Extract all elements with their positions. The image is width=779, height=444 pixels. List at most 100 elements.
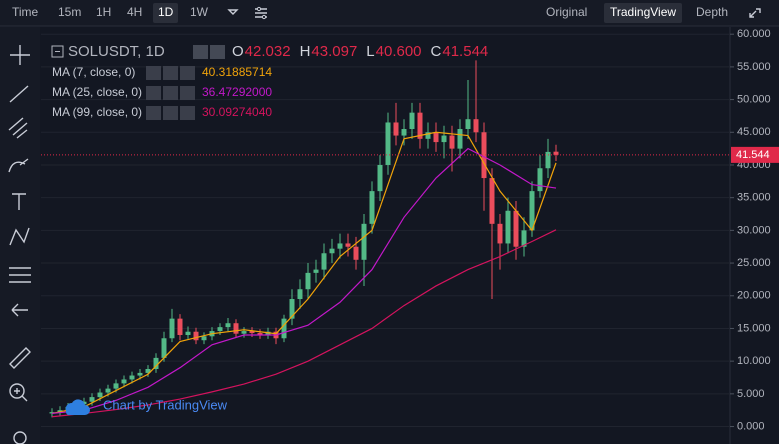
candle-body — [369, 191, 375, 224]
more-intervals[interactable] — [227, 9, 239, 15]
candle-body — [177, 318, 183, 335]
candle-body — [321, 253, 327, 270]
candle-body — [497, 223, 503, 244]
candle-body — [121, 379, 127, 384]
candle-body — [441, 135, 447, 143]
ma-value: 30.09274040 — [202, 105, 272, 119]
ma-button[interactable] — [163, 106, 178, 120]
interval-button[interactable]: 1W — [190, 5, 209, 19]
candle-body — [353, 246, 359, 260]
ma-button[interactable] — [146, 66, 161, 80]
y-tick-label: 60.000 — [737, 28, 771, 40]
candle-body — [473, 119, 479, 133]
candle-body — [89, 397, 95, 402]
prediction-tool[interactable] — [9, 267, 31, 283]
view-button[interactable]: Original — [546, 5, 587, 19]
back-tool[interactable] — [11, 303, 28, 317]
ma-name: MA (99, close, 0) — [52, 105, 142, 119]
candle-body — [513, 210, 519, 247]
ohlc-value: 40.600 — [376, 43, 422, 60]
candle-body — [449, 135, 455, 149]
interval-button[interactable]: 1H — [96, 5, 111, 19]
ma-button[interactable] — [163, 66, 178, 80]
ma-button[interactable] — [180, 86, 195, 100]
interval-button[interactable]: 4H — [127, 5, 142, 19]
candle-body — [297, 289, 303, 300]
candle-body — [105, 388, 111, 393]
last-price-label: 41.544 — [736, 149, 770, 161]
candle-body — [57, 410, 63, 413]
symbol: SOLUSDT, 1D — [68, 43, 165, 60]
view-button[interactable]: Depth — [696, 5, 728, 19]
candle-body — [113, 383, 119, 389]
candle-body — [401, 129, 407, 136]
ohlc-value: 43.097 — [311, 43, 357, 60]
brush-tool[interactable] — [8, 158, 29, 173]
symbol-buttons[interactable] — [193, 45, 225, 59]
ma-line — [51, 229, 557, 418]
candle-body — [217, 327, 223, 332]
candle-body — [137, 372, 143, 376]
candle-body — [161, 338, 167, 358]
candle-body — [153, 357, 159, 369]
candle-body — [457, 129, 463, 149]
collapse-button[interactable] — [51, 45, 64, 58]
trendline-tool[interactable] — [9, 85, 29, 103]
watermark-logo — [65, 399, 90, 415]
ma-button[interactable] — [146, 106, 161, 120]
pattern-tool[interactable] — [9, 227, 30, 246]
candle-body — [265, 331, 271, 335]
candle-body — [329, 248, 335, 254]
fullscreen-icon[interactable] — [749, 8, 761, 18]
ma-name: MA (25, close, 0) — [52, 85, 142, 99]
fib-tool[interactable] — [8, 117, 28, 139]
watermark: Chart by TradingView — [65, 397, 228, 415]
ma-value: 36.47292000 — [202, 85, 272, 99]
ma-button[interactable] — [163, 86, 178, 100]
candle-body — [465, 119, 471, 130]
ohlc-value: 42.032 — [245, 43, 291, 60]
candle-body — [481, 132, 487, 179]
candle-body — [305, 272, 311, 290]
ma-button[interactable] — [180, 66, 195, 80]
ma-button[interactable] — [180, 106, 195, 120]
ma-line — [51, 147, 557, 415]
candle-body — [193, 331, 199, 341]
candle-body — [145, 368, 151, 373]
candle-body — [201, 336, 207, 341]
drawing-tools — [8, 45, 31, 444]
active-interval-bg — [153, 3, 178, 23]
ohlc-label: L — [366, 43, 374, 60]
settings-icon[interactable] — [255, 6, 267, 20]
candle-body — [225, 323, 231, 328]
interval-button[interactable]: 15m — [58, 5, 81, 19]
candle-body — [537, 168, 543, 192]
candle-body — [433, 132, 439, 143]
ruler-tool[interactable] — [9, 347, 31, 369]
y-tick-label: 15.000 — [737, 322, 771, 334]
active-view-bg — [604, 3, 682, 23]
watermark-text: Chart by TradingView — [103, 397, 228, 412]
ma-name: MA (7, close, 0) — [52, 65, 135, 79]
ma-button[interactable] — [146, 86, 161, 100]
candle-body — [289, 299, 295, 319]
crosshair-tool[interactable] — [10, 45, 30, 65]
candle-body — [521, 230, 527, 247]
ohlc-value: 41.544 — [442, 43, 488, 60]
zoom-tool[interactable] — [9, 383, 28, 402]
y-tick-label: 35.000 — [737, 192, 771, 204]
ohlc-label: C — [431, 43, 442, 60]
plot-area: 0.000 5.000 10.000 15.000 20.000 25.000 30.000… — [41, 28, 779, 432]
candle-body — [345, 243, 351, 247]
candle-body — [393, 122, 399, 136]
candle-body — [489, 178, 495, 224]
candle-body — [337, 243, 343, 249]
interval-button[interactable]: 1D — [158, 5, 174, 19]
magnet-tool[interactable] — [13, 431, 27, 444]
candle-body — [241, 331, 247, 334]
y-tick-label: 50.000 — [737, 93, 771, 105]
ohlc-label: H — [300, 43, 311, 60]
view-button[interactable]: TradingView — [610, 5, 676, 19]
last-price-tag — [731, 146, 779, 163]
text-tool[interactable] — [12, 193, 26, 210]
